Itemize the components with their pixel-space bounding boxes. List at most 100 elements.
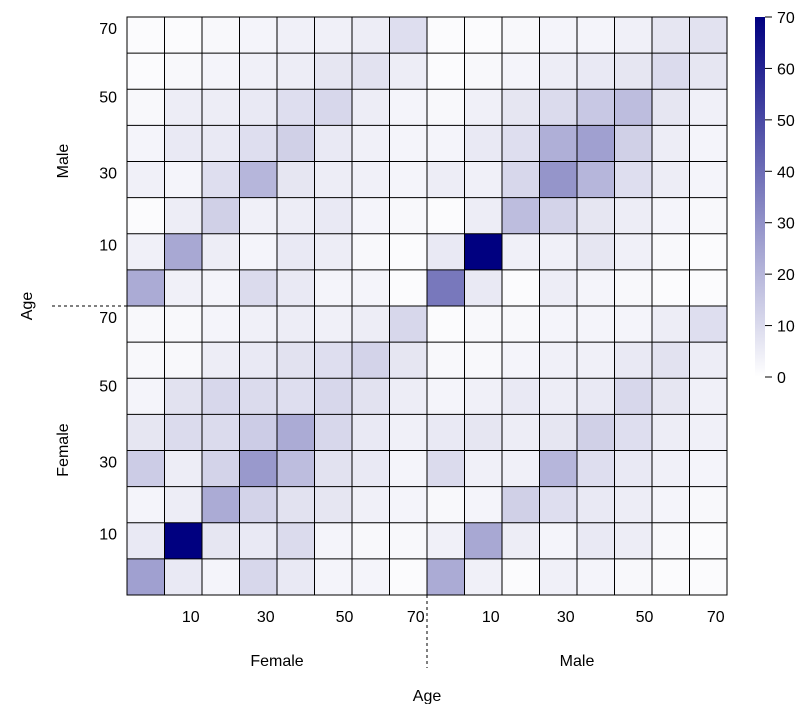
heatmap-cell xyxy=(502,486,540,523)
heatmap-cell xyxy=(464,17,502,54)
heatmap-cell xyxy=(127,450,165,487)
x-tick-label: 70 xyxy=(407,609,425,626)
heatmap-cell xyxy=(127,197,165,234)
heatmap-cell xyxy=(389,161,427,198)
heatmap-cell xyxy=(614,486,652,523)
legend-tick-label: 60 xyxy=(777,61,795,78)
heatmap-cell xyxy=(127,269,165,306)
heatmap-cell xyxy=(614,125,652,162)
heatmap-cell xyxy=(239,414,277,451)
heatmap-cell xyxy=(277,269,315,306)
heatmap-cell xyxy=(652,161,690,198)
heatmap-cell xyxy=(502,197,540,234)
heatmap-cell xyxy=(502,306,540,343)
heatmap-cell xyxy=(389,17,427,54)
heatmap-cell xyxy=(652,342,690,379)
heatmap-cell xyxy=(502,558,540,595)
heatmap-cell xyxy=(164,342,202,379)
heatmap-cell xyxy=(577,378,615,415)
heatmap-cell xyxy=(427,233,465,270)
heatmap-cell xyxy=(689,450,727,487)
heatmap-cell xyxy=(464,53,502,90)
heatmap-cell xyxy=(314,450,352,487)
heatmap-cell xyxy=(689,269,727,306)
heatmap-cell xyxy=(614,233,652,270)
heatmap-cell xyxy=(689,558,727,595)
heatmap-cell xyxy=(239,89,277,126)
heatmap-cell xyxy=(539,197,577,234)
heatmap-cell xyxy=(202,558,240,595)
heatmap-cell xyxy=(239,17,277,54)
legend-tick-label: 50 xyxy=(777,113,795,130)
heatmap-cell xyxy=(652,522,690,559)
heatmap-cell xyxy=(202,342,240,379)
heatmap-cell xyxy=(614,197,652,234)
heatmap-cell xyxy=(652,486,690,523)
heatmap-cell xyxy=(352,414,390,451)
legend-tick-label: 40 xyxy=(777,164,795,181)
heatmap-cell xyxy=(352,269,390,306)
heatmap-cell xyxy=(352,125,390,162)
heatmap-cell xyxy=(427,269,465,306)
heatmap-cell xyxy=(314,486,352,523)
y-tick-label: 30 xyxy=(99,165,117,182)
heatmap-cell xyxy=(164,306,202,343)
heatmap-cell xyxy=(539,161,577,198)
legend-tick-label: 0 xyxy=(777,370,786,387)
heatmap-cell xyxy=(689,161,727,198)
heatmap-cell xyxy=(502,233,540,270)
heatmap-cell xyxy=(577,197,615,234)
heatmap-cell xyxy=(239,197,277,234)
x-tick-label: 70 xyxy=(707,609,725,626)
heatmap-cell xyxy=(389,197,427,234)
heatmap-cell xyxy=(577,161,615,198)
heatmap-cell xyxy=(352,53,390,90)
heatmap-cell xyxy=(164,17,202,54)
heatmap-cell xyxy=(127,522,165,559)
heatmap-cell xyxy=(502,125,540,162)
heatmap-cell xyxy=(277,378,315,415)
heatmap-cell xyxy=(127,378,165,415)
heatmap-cell xyxy=(277,53,315,90)
heatmap-cell xyxy=(202,161,240,198)
heatmap-cell xyxy=(314,269,352,306)
heatmap-cell xyxy=(164,414,202,451)
heatmap-cell xyxy=(389,558,427,595)
heatmap-cell xyxy=(539,486,577,523)
x-tick-label: 30 xyxy=(257,609,275,626)
heatmap-cell xyxy=(127,233,165,270)
heatmap-cell xyxy=(352,161,390,198)
heatmap-cell xyxy=(464,558,502,595)
x-tick-label: 30 xyxy=(557,609,575,626)
heatmap-cell xyxy=(127,342,165,379)
heatmap-cell xyxy=(689,486,727,523)
heatmap-cell xyxy=(652,558,690,595)
heatmap-cell xyxy=(239,522,277,559)
heatmap-cell xyxy=(389,450,427,487)
heatmap-cell xyxy=(352,306,390,343)
heatmap-cell xyxy=(502,342,540,379)
heatmap-cell xyxy=(502,450,540,487)
heatmap-cell xyxy=(239,125,277,162)
heatmap-cell xyxy=(314,17,352,54)
heatmap-cell xyxy=(164,89,202,126)
y-tick-label: 50 xyxy=(99,378,117,395)
heatmap-cell xyxy=(202,522,240,559)
heatmap-cell xyxy=(127,306,165,343)
heatmap-cell xyxy=(314,161,352,198)
heatmap-cell xyxy=(427,197,465,234)
heatmap-cell xyxy=(314,89,352,126)
heatmap-cell xyxy=(277,197,315,234)
heatmap-cell xyxy=(577,486,615,523)
heatmap-cell xyxy=(539,450,577,487)
heatmap-cell xyxy=(277,486,315,523)
heatmap-cell xyxy=(164,233,202,270)
heatmap-cell xyxy=(464,378,502,415)
heatmap-cell xyxy=(614,306,652,343)
heatmap-cell xyxy=(464,342,502,379)
y-tick-label: 30 xyxy=(99,454,117,471)
heatmap-cell xyxy=(277,414,315,451)
heatmap-cell xyxy=(502,414,540,451)
heatmap-cell xyxy=(427,450,465,487)
heatmap-cell xyxy=(614,53,652,90)
